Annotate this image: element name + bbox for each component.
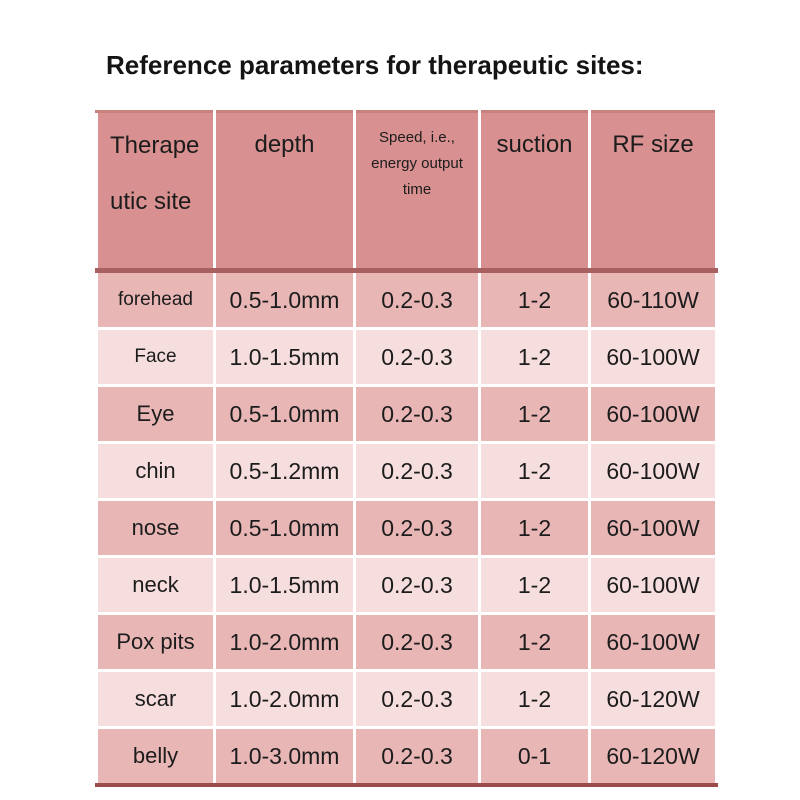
table-row: neck 1.0-1.5mm 0.2-0.3 1-2 60-100W — [95, 555, 718, 615]
cell-rf-size: 60-100W — [588, 555, 718, 615]
cell-suction: 1-2 — [478, 669, 591, 729]
table-row: Face 1.0-1.5mm 0.2-0.3 1-2 60-100W — [95, 327, 718, 387]
cell-suction: 1-2 — [478, 269, 591, 330]
cell-site: Pox pits — [95, 612, 216, 672]
cell-rf-size: 60-100W — [588, 384, 718, 444]
cell-depth: 0.5-1.0mm — [213, 384, 356, 444]
cell-speed: 0.2-0.3 — [353, 384, 481, 444]
column-header-depth: depth — [213, 110, 356, 273]
cell-depth: 0.5-1.0mm — [213, 269, 356, 330]
cell-speed: 0.2-0.3 — [353, 498, 481, 558]
cell-depth: 1.0-2.0mm — [213, 669, 356, 729]
table-row: scar 1.0-2.0mm 0.2-0.3 1-2 60-120W — [95, 669, 718, 729]
page-title: Reference parameters for therapeutic sit… — [106, 50, 644, 80]
cell-suction: 1-2 — [478, 555, 591, 615]
cell-site: neck — [95, 555, 216, 615]
cell-speed: 0.2-0.3 — [353, 669, 481, 729]
table-row: chin 0.5-1.2mm 0.2-0.3 1-2 60-100W — [95, 441, 718, 501]
column-header-suction: suction — [478, 110, 591, 273]
site-header-line1: Therape — [110, 132, 200, 159]
site-header-line2: utic site — [110, 188, 192, 215]
cell-speed: 0.2-0.3 — [353, 726, 481, 787]
table-row: forehead 0.5-1.0mm 0.2-0.3 1-2 60-110W — [95, 269, 718, 330]
cell-site: nose — [95, 498, 216, 558]
cell-suction: 1-2 — [478, 384, 591, 444]
cell-depth: 1.0-2.0mm — [213, 612, 356, 672]
cell-site: forehead — [95, 269, 216, 330]
cell-depth: 1.0-1.5mm — [213, 555, 356, 615]
parameters-table: Therape utic site depth Speed, i.e., ene… — [95, 110, 718, 787]
cell-depth: 1.0-3.0mm — [213, 726, 356, 787]
table-body: forehead 0.5-1.0mm 0.2-0.3 1-2 60-110W F… — [95, 269, 718, 787]
cell-site: chin — [95, 441, 216, 501]
cell-suction: 0-1 — [478, 726, 591, 787]
cell-depth: 0.5-1.0mm — [213, 498, 356, 558]
cell-suction: 1-2 — [478, 498, 591, 558]
cell-suction: 1-2 — [478, 612, 591, 672]
cell-depth: 0.5-1.2mm — [213, 441, 356, 501]
cell-site: scar — [95, 669, 216, 729]
cell-rf-size: 60-120W — [588, 669, 718, 729]
cell-rf-size: 60-100W — [588, 441, 718, 501]
cell-suction: 1-2 — [478, 327, 591, 387]
cell-suction: 1-2 — [478, 441, 591, 501]
column-header-rf-size: RF size — [588, 110, 718, 273]
cell-rf-size: 60-100W — [588, 498, 718, 558]
cell-speed: 0.2-0.3 — [353, 327, 481, 387]
table-header-row: Therape utic site depth Speed, i.e., ene… — [95, 110, 718, 273]
cell-rf-size: 60-120W — [588, 726, 718, 787]
cell-rf-size: 60-100W — [588, 327, 718, 387]
column-header-site: Therape utic site — [95, 110, 216, 273]
cell-speed: 0.2-0.3 — [353, 441, 481, 501]
table-row: belly 1.0-3.0mm 0.2-0.3 0-1 60-120W — [95, 726, 718, 787]
cell-rf-size: 60-100W — [588, 612, 718, 672]
cell-speed: 0.2-0.3 — [353, 269, 481, 330]
table-row: nose 0.5-1.0mm 0.2-0.3 1-2 60-100W — [95, 498, 718, 558]
cell-site: Eye — [95, 384, 216, 444]
table-row: Pox pits 1.0-2.0mm 0.2-0.3 1-2 60-100W — [95, 612, 718, 672]
cell-site: belly — [95, 726, 216, 787]
cell-rf-size: 60-110W — [588, 269, 718, 330]
cell-site: Face — [95, 327, 216, 387]
cell-speed: 0.2-0.3 — [353, 555, 481, 615]
cell-depth: 1.0-1.5mm — [213, 327, 356, 387]
table-row: Eye 0.5-1.0mm 0.2-0.3 1-2 60-100W — [95, 384, 718, 444]
column-header-speed: Speed, i.e., energy output time — [353, 110, 481, 273]
cell-speed: 0.2-0.3 — [353, 612, 481, 672]
